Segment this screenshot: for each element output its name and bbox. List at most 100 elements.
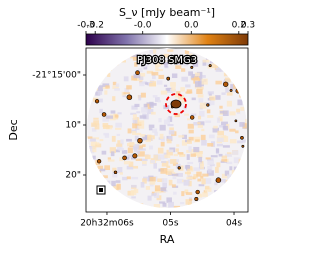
noise-speckle xyxy=(201,139,207,146)
noise-speckle xyxy=(197,124,203,128)
noise-speckle xyxy=(158,74,165,79)
noise-speckle xyxy=(97,165,104,170)
noise-speckle xyxy=(93,120,99,125)
noise-speckle xyxy=(110,110,116,114)
noise-speckle xyxy=(245,118,247,125)
noise-speckle xyxy=(188,146,192,152)
noise-speckle xyxy=(194,81,202,88)
noise-speckle xyxy=(113,184,119,191)
noise-speckle xyxy=(198,98,204,103)
noise-speckle xyxy=(176,178,184,184)
noise-speckle xyxy=(175,163,181,169)
noise-speckle xyxy=(208,134,215,139)
noise-speckle xyxy=(157,147,164,154)
noise-speckle xyxy=(168,149,174,153)
noise-speckle xyxy=(171,73,178,79)
noise-speckle xyxy=(153,163,157,169)
noise-speckle xyxy=(205,178,212,184)
noise-speckle xyxy=(176,91,181,95)
noise-speckle xyxy=(171,173,179,176)
noise-speckle xyxy=(109,147,116,154)
noise-speckle xyxy=(123,76,129,82)
noise-speckle xyxy=(107,159,115,162)
noise-speckle xyxy=(130,189,137,196)
noise-speckle xyxy=(215,80,222,85)
noise-peak xyxy=(132,153,138,159)
noise-speckle xyxy=(148,128,153,131)
noise-speckle xyxy=(226,100,232,107)
noise-speckle xyxy=(141,107,148,113)
noise-speckle xyxy=(210,155,218,158)
noise-speckle xyxy=(90,138,96,142)
noise-speckle xyxy=(194,72,200,77)
noise-speckle xyxy=(201,78,208,85)
noise-speckle xyxy=(204,187,212,192)
noise-speckle xyxy=(169,127,174,131)
noise-speckle xyxy=(134,62,138,67)
noise-speckle xyxy=(153,204,161,208)
noise-speckle xyxy=(130,112,137,115)
noise-speckle xyxy=(202,192,208,197)
noise-speckle xyxy=(145,186,150,190)
noise-speckle xyxy=(213,125,218,129)
noise-speckle xyxy=(207,115,214,118)
noise-speckle xyxy=(159,201,166,204)
noise-speckle xyxy=(160,141,165,147)
noise-speckle xyxy=(92,155,96,160)
noise-speckle xyxy=(102,123,109,128)
noise-speckle xyxy=(88,148,95,154)
noise-speckle xyxy=(115,83,120,87)
noise-speckle xyxy=(188,129,194,134)
noise-speckle xyxy=(167,49,174,52)
colorbar-tick-label: -0.3 xyxy=(77,21,95,31)
noise-speckle xyxy=(232,150,239,155)
noise-speckle xyxy=(127,147,133,154)
noise-speckle xyxy=(175,148,179,152)
noise-speckle xyxy=(186,140,192,144)
noise-speckle xyxy=(197,152,203,158)
noise-speckle xyxy=(161,160,167,163)
x-tick-label: 05s xyxy=(162,219,178,229)
noise-speckle xyxy=(209,163,215,167)
noise-speckle xyxy=(96,85,104,92)
noise-peak xyxy=(113,170,118,175)
noise-speckle xyxy=(111,135,116,142)
noise-speckle xyxy=(149,101,154,108)
noise-speckle xyxy=(117,140,121,144)
noise-speckle xyxy=(217,137,224,142)
noise-speckle xyxy=(191,77,199,81)
noise-speckle xyxy=(205,157,211,160)
noise-speckle xyxy=(139,72,146,77)
noise-speckle xyxy=(149,145,153,150)
noise-speckle xyxy=(135,132,142,136)
noise-speckle xyxy=(198,76,203,81)
noise-speckle xyxy=(221,159,228,162)
noise-speckle xyxy=(229,139,237,144)
noise-speckle xyxy=(229,166,233,171)
noise-speckle xyxy=(154,192,160,198)
noise-speckle xyxy=(139,81,145,87)
noise-speckle xyxy=(160,187,167,192)
noise-speckle xyxy=(132,118,138,124)
noise-speckle xyxy=(216,162,221,168)
noise-speckle xyxy=(203,103,210,106)
noise-speckle xyxy=(140,92,146,98)
noise-speckle xyxy=(149,181,156,185)
noise-speckle xyxy=(207,165,213,171)
noise-speckle xyxy=(121,150,128,154)
noise-speckle xyxy=(221,136,229,143)
noise-speckle xyxy=(152,60,158,65)
noise-speckle xyxy=(172,162,178,166)
noise-speckle xyxy=(117,112,122,115)
noise-peak xyxy=(126,94,133,101)
noise-speckle xyxy=(236,108,241,113)
noise-peak xyxy=(229,88,233,92)
noise-speckle xyxy=(195,150,199,157)
noise-speckle xyxy=(149,80,155,83)
noise-speckle xyxy=(168,135,173,140)
noise-speckle xyxy=(215,95,221,100)
noise-speckle xyxy=(188,136,194,141)
noise-speckle xyxy=(181,140,187,146)
noise-speckle xyxy=(152,95,158,98)
noise-peak xyxy=(190,65,194,69)
